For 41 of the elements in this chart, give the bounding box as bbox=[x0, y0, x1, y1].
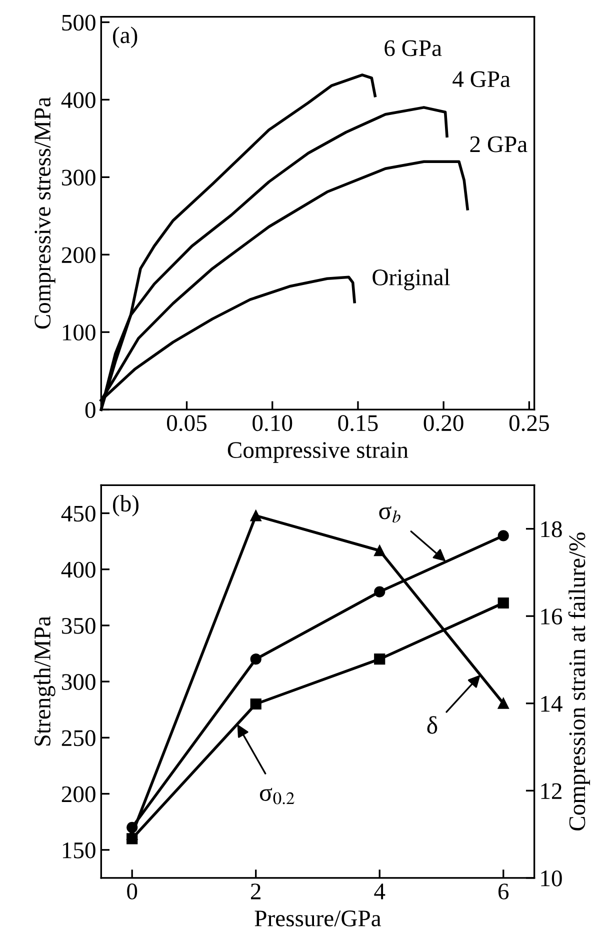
y2-tick-label: 10 bbox=[541, 870, 562, 886]
x-tick-label: 0.10 bbox=[252, 415, 292, 432]
y-tick-label: 200 bbox=[62, 247, 96, 264]
annotation: σ$_{b}$ bbox=[379, 506, 400, 523]
y-tick-label: 150 bbox=[62, 842, 96, 858]
x-tick-label: 0.20 bbox=[424, 415, 464, 432]
y-tick-label: 100 bbox=[62, 324, 96, 341]
y2-tick-label: 16 bbox=[541, 608, 562, 625]
y2-tick-label: 14 bbox=[541, 696, 562, 712]
y-tick-label: 400 bbox=[61, 92, 96, 108]
y-tick-label: 300 bbox=[62, 674, 96, 690]
series-label: 2 GPa bbox=[470, 136, 528, 152]
series-label: 4 GPa bbox=[452, 71, 510, 88]
y2-tick-label: 12 bbox=[541, 783, 562, 799]
annotation: (a) bbox=[113, 26, 138, 48]
y-tick-label: 350 bbox=[62, 618, 96, 634]
x-axis-title: Pressure/GPa bbox=[254, 910, 382, 926]
x-tick-label: 6 bbox=[498, 884, 509, 900]
y2-tick-label: 18 bbox=[541, 521, 562, 538]
x-axis-title: Compressive strain bbox=[228, 442, 408, 463]
y-tick-label: 0 bbox=[85, 402, 96, 418]
y-tick-label: 200 bbox=[62, 786, 96, 802]
y-tick-label: 250 bbox=[62, 730, 96, 746]
x-tick-label: 0 bbox=[127, 883, 138, 900]
x-tick-label: 0.25 bbox=[509, 415, 549, 432]
series-label: 6 GPa bbox=[384, 40, 442, 56]
y-tick-label: 400 bbox=[61, 562, 96, 578]
y-tick-label: 300 bbox=[62, 170, 96, 186]
annotation: δ bbox=[427, 716, 438, 734]
x-tick-label: 2 bbox=[250, 884, 260, 900]
y-tick-label: 500 bbox=[62, 14, 96, 31]
y2-axis-title: Compression strain at failure/% bbox=[568, 532, 590, 830]
y-axis-title: Compressive stress/MPa bbox=[34, 97, 56, 329]
annotation: (b) bbox=[113, 494, 138, 516]
y-axis-title: Strength/MPa bbox=[34, 616, 56, 746]
y-tick-label: 450 bbox=[61, 506, 96, 522]
series-label: Original bbox=[372, 268, 450, 290]
x-tick-label: 0.05 bbox=[166, 415, 206, 432]
x-tick-label: 4 bbox=[374, 884, 386, 900]
x-tick-label: 0.15 bbox=[338, 415, 378, 432]
annotation: σ$_{0.2}$ bbox=[260, 788, 294, 804]
